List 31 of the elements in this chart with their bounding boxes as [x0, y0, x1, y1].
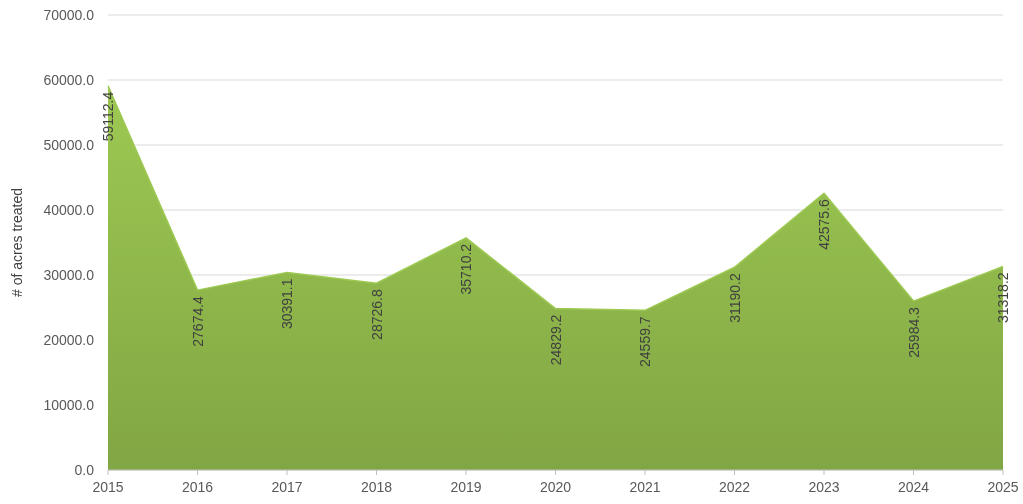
- data-label: 31318.2: [995, 272, 1011, 324]
- x-tick-label: 2019: [450, 479, 482, 495]
- data-label: 28726.8: [368, 289, 385, 340]
- y-tick-label: 0.0: [74, 461, 95, 478]
- x-tick-label: 2025: [987, 479, 1019, 495]
- y-tick-label: 60000.0: [43, 71, 95, 88]
- data-label: 25984.3: [905, 306, 922, 358]
- data-label: 24559.7: [637, 316, 653, 367]
- y-tick-label: 10000.0: [43, 396, 95, 413]
- x-tick-label: 2022: [718, 479, 751, 495]
- data-label: 31190.2: [726, 273, 743, 323]
- data-label: 24829.2: [547, 314, 564, 366]
- x-tick-label: 2016: [181, 479, 214, 495]
- x-tick-label: 2020: [539, 479, 572, 495]
- y-tick-label: 20000.0: [43, 331, 95, 348]
- y-tick-label: 40000.0: [43, 201, 95, 218]
- y-tick-label: 70000.0: [43, 6, 95, 23]
- y-axis-title: # of acres treated: [9, 188, 25, 297]
- y-tick-label: 50000.0: [43, 136, 95, 153]
- data-label: 59112.4: [100, 91, 116, 142]
- x-tick-label: 2021: [629, 479, 661, 495]
- x-tick-label: 2017: [271, 479, 303, 495]
- x-tick-label: 2018: [360, 479, 393, 495]
- x-tick-label: 2024: [897, 479, 930, 495]
- data-label: 42575.6: [816, 199, 832, 250]
- x-tick-label: 2015: [92, 479, 124, 495]
- x-tick-label: 2023: [808, 479, 840, 495]
- data-label: 27674.4: [189, 295, 206, 347]
- data-label: 35710.2: [458, 243, 474, 295]
- data-label: 30391.1: [279, 278, 295, 330]
- y-tick-label: 30000.0: [43, 266, 95, 283]
